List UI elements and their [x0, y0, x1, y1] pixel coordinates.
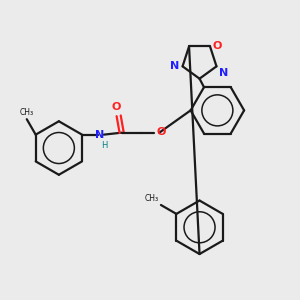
- Text: N: N: [170, 61, 180, 71]
- Text: O: O: [156, 127, 166, 137]
- Text: O: O: [111, 102, 120, 112]
- Text: CH₃: CH₃: [145, 194, 159, 203]
- Text: N: N: [220, 68, 229, 78]
- Text: N: N: [95, 130, 104, 140]
- Text: CH₃: CH₃: [20, 108, 34, 117]
- Text: O: O: [213, 41, 222, 51]
- Text: H: H: [101, 141, 107, 150]
